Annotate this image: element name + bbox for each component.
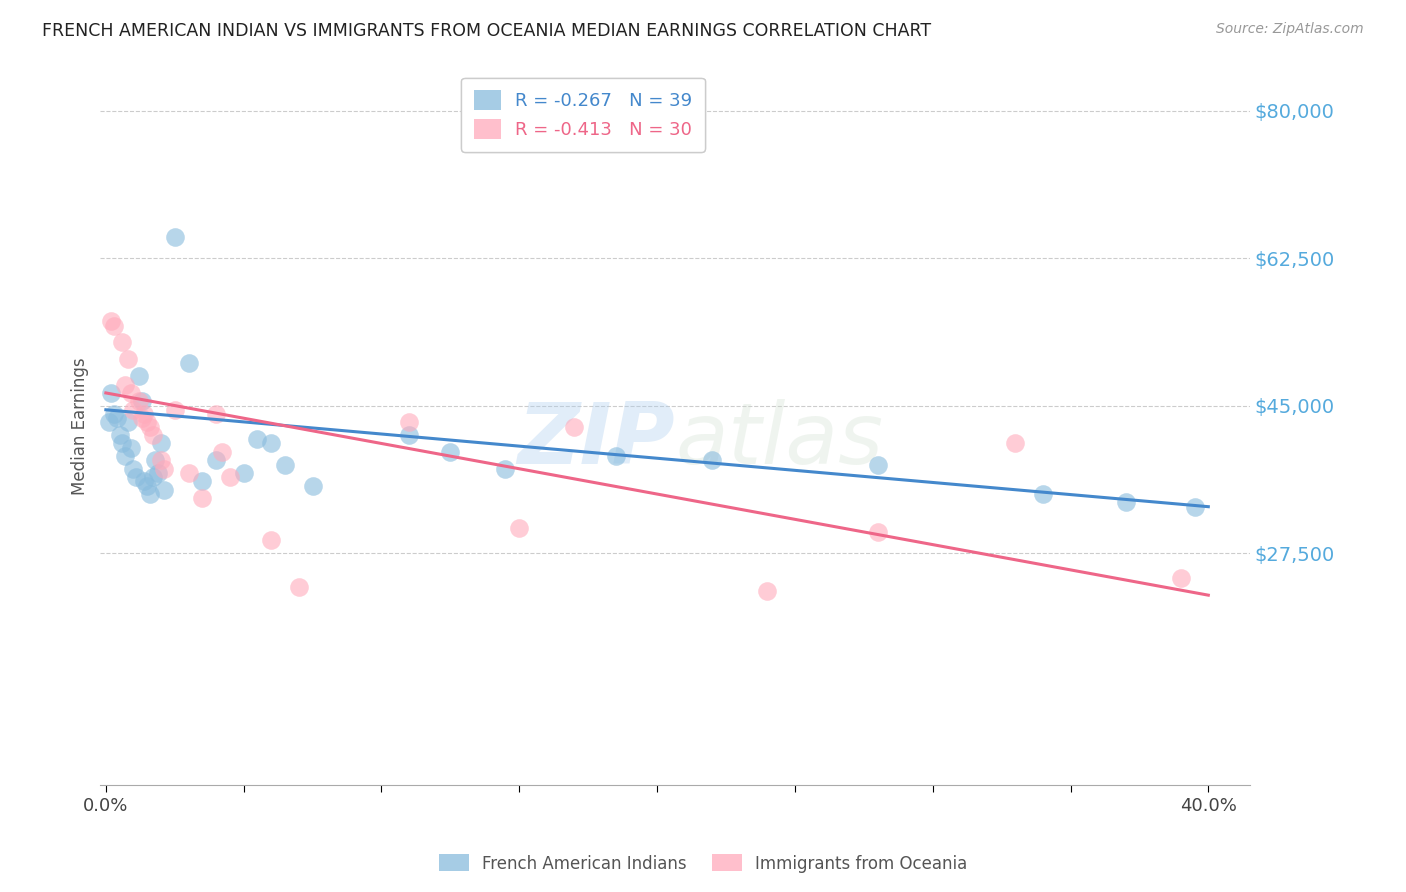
Y-axis label: Median Earnings: Median Earnings [72, 358, 89, 495]
Point [100, 314, 122, 328]
Legend: R = -0.267   N = 39, R = -0.413   N = 30: R = -0.267 N = 39, R = -0.413 N = 30 [461, 78, 704, 152]
Point [128, 369, 150, 384]
Point [139, 419, 162, 434]
Point [1115, 495, 1137, 509]
Legend: French American Indians, Immigrants from Oceania: French American Indians, Immigrants from… [432, 847, 974, 880]
Point [152, 462, 174, 476]
Point [149, 436, 172, 450]
Point [1184, 500, 1206, 514]
Point [232, 466, 254, 480]
Point [398, 428, 420, 442]
Point [134, 475, 156, 489]
Point [120, 441, 142, 455]
Point [605, 449, 627, 463]
Point [114, 377, 136, 392]
Point [103, 407, 125, 421]
Point [120, 386, 142, 401]
Point [139, 487, 162, 501]
Point [117, 416, 139, 430]
Point [111, 436, 134, 450]
Point [149, 453, 172, 467]
Point [191, 475, 214, 489]
Point [142, 428, 165, 442]
Point [114, 449, 136, 463]
Point [1004, 436, 1026, 450]
Point [163, 402, 186, 417]
Point [260, 533, 283, 548]
Point [111, 335, 134, 350]
Point [866, 458, 889, 472]
Point [103, 318, 125, 333]
Point [117, 352, 139, 367]
Point [145, 453, 167, 467]
Point [136, 478, 159, 492]
Point [128, 394, 150, 409]
Point [274, 458, 297, 472]
Point [191, 491, 214, 506]
Point [439, 445, 461, 459]
Point [142, 470, 165, 484]
Point [1170, 571, 1192, 585]
Point [495, 462, 517, 476]
Point [564, 419, 586, 434]
Point [177, 466, 200, 480]
Point [131, 394, 153, 409]
Point [105, 411, 128, 425]
Point [301, 478, 323, 492]
Text: Source: ZipAtlas.com: Source: ZipAtlas.com [1216, 22, 1364, 37]
Point [211, 445, 233, 459]
Point [260, 436, 283, 450]
Point [122, 402, 145, 417]
Point [148, 466, 170, 480]
Point [125, 470, 148, 484]
Point [108, 428, 131, 442]
Point [131, 411, 153, 425]
Point [205, 453, 228, 467]
Point [136, 416, 159, 430]
Text: FRENCH AMERICAN INDIAN VS IMMIGRANTS FROM OCEANIA MEDIAN EARNINGS CORRELATION CH: FRENCH AMERICAN INDIAN VS IMMIGRANTS FRO… [42, 22, 931, 40]
Point [866, 524, 889, 539]
Point [152, 483, 174, 497]
Point [398, 416, 420, 430]
Point [122, 462, 145, 476]
Text: ZIP: ZIP [517, 400, 675, 483]
Point [219, 470, 242, 484]
Point [177, 356, 200, 370]
Point [1032, 487, 1054, 501]
Point [508, 521, 530, 535]
Point [756, 583, 779, 598]
Point [134, 407, 156, 421]
Text: atlas: atlas [675, 400, 883, 483]
Point [100, 386, 122, 401]
Point [163, 230, 186, 244]
Point [205, 407, 228, 421]
Point [702, 453, 724, 467]
Point [97, 416, 120, 430]
Point [246, 432, 269, 446]
Point [288, 580, 311, 594]
